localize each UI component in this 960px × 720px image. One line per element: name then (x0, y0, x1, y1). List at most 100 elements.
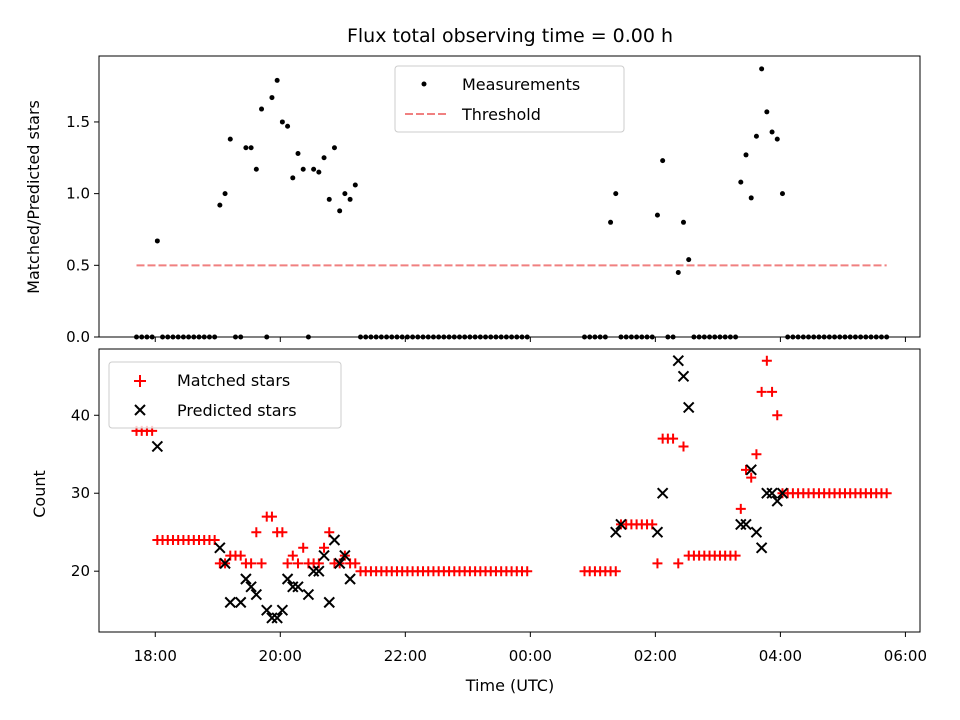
matched-star-point (673, 558, 684, 569)
measurement-point (316, 169, 322, 175)
predicted-star-point (287, 581, 299, 593)
x-tick-label: 02:00 (634, 647, 677, 665)
y-tick-label: 0.0 (66, 328, 90, 346)
flux-ratio-legend-frame (394, 65, 625, 133)
measurement-point (321, 155, 327, 161)
legend-measurements-marker (421, 81, 427, 87)
matched-star-point (767, 386, 778, 397)
matched-star-point (735, 503, 746, 514)
predicted-star-point (682, 401, 695, 414)
predicted-star-point (755, 542, 768, 554)
measurement-point (660, 158, 666, 164)
legend-matched-label: Matched stars (177, 371, 290, 390)
measurement-point (779, 191, 785, 197)
matched-star-point (751, 449, 762, 460)
matched-star-point (730, 550, 741, 561)
star-count-legend[interactable]: Matched stars Predicted stars (108, 361, 342, 429)
measurement-point (686, 257, 692, 263)
measurement-point (311, 166, 317, 172)
x-tick-label: 18:00 (134, 647, 177, 665)
predicted-star-point (735, 518, 747, 531)
predicted-star-point (672, 354, 684, 367)
y-tick-label: 0.5 (66, 256, 90, 274)
matched-star-point (256, 558, 267, 569)
matched-star-point (251, 527, 262, 538)
predicted-star-point (151, 440, 164, 453)
star-count-panel: 20 30 40 18:00 20:00 22:00 00:00 02:00 04:00 06:0… (30, 348, 927, 695)
predicted-star-point (281, 573, 294, 585)
predicted-star-point (610, 526, 622, 538)
measurement-point (748, 195, 754, 201)
matched-star-point (246, 558, 257, 569)
measurement-point (759, 66, 765, 72)
matched-star-point (282, 558, 293, 569)
measurement-point (248, 145, 254, 151)
predicted-star-point (776, 487, 789, 499)
legend-measurements-label: Measurements (462, 75, 580, 94)
measurement-point (326, 196, 332, 202)
y-tick-label: 40 (71, 406, 90, 424)
matched-star-point (652, 558, 663, 569)
measurement-point (342, 191, 348, 197)
measurement-point (217, 202, 223, 208)
measurement-point (300, 166, 306, 172)
y-tick-label: 30 (71, 484, 90, 502)
predicted-star-point (219, 557, 231, 570)
predicted-star-point (271, 612, 283, 624)
matched-star-point (287, 550, 298, 561)
predicted-star-point (318, 549, 330, 562)
flux-ratio-axes-frame (98, 55, 921, 338)
flux-ratio-legend[interactable]: Measurements Threshold (394, 65, 625, 133)
measurement-point (654, 212, 660, 218)
measurement-point (774, 136, 780, 142)
measurement-point (154, 238, 160, 244)
measurement-point (680, 219, 686, 225)
measurement-point (347, 196, 353, 202)
count-y-axis-label: Count (30, 470, 49, 518)
predicted-star-point (339, 549, 351, 562)
star-count-ticks: 20 30 40 18:00 20:00 22:00 00:00 02:00 04:00 06:0… (71, 406, 927, 665)
matched-star-point (756, 386, 767, 397)
measurement-point (352, 182, 358, 188)
matched-star-point (235, 550, 246, 561)
matched-star-point (668, 433, 679, 444)
y-tick-label: 1.0 (66, 185, 90, 203)
predicted-star-point (214, 542, 226, 554)
predicted-star-point (276, 604, 289, 616)
measurement-point (769, 129, 775, 135)
matched-star-point (741, 464, 752, 475)
predicted-star-point (344, 573, 356, 585)
measurement-point (285, 123, 291, 129)
measurement-point (253, 166, 259, 172)
measurement-point (753, 133, 759, 139)
predicted-star-point (307, 565, 320, 577)
predicted-star-point (302, 588, 315, 601)
chart-title: Flux total observing time = 0.00 h (347, 25, 673, 47)
measurement-point (259, 106, 265, 112)
measurement-point (337, 208, 343, 214)
measurement-point (675, 269, 681, 275)
flux-ratio-ticks: 0.0 0.5 1.0 1.5 (66, 113, 906, 346)
predicted-star-point (766, 487, 778, 499)
matched-star-point (881, 488, 892, 499)
matched-star-point (319, 542, 330, 553)
legend-threshold-label: Threshold (461, 105, 541, 124)
measurement-point (279, 119, 285, 125)
predicted-star-point (656, 487, 669, 499)
measurement-point (222, 191, 228, 197)
matched-star-point (292, 558, 303, 569)
matched-star-point (522, 566, 533, 577)
measurement-point (764, 109, 770, 115)
y-tick-label: 20 (71, 562, 90, 580)
measurement-point (331, 145, 337, 151)
predicted-star-point (651, 526, 664, 538)
matched-star-point (266, 511, 277, 522)
measurement-point (608, 219, 614, 225)
matched-star-point (761, 355, 772, 366)
measurement-point (295, 150, 301, 156)
matched-star-point (772, 410, 783, 421)
matched-star-point (277, 527, 288, 538)
predicted-star-point (292, 581, 304, 593)
measurement-point (227, 136, 233, 142)
